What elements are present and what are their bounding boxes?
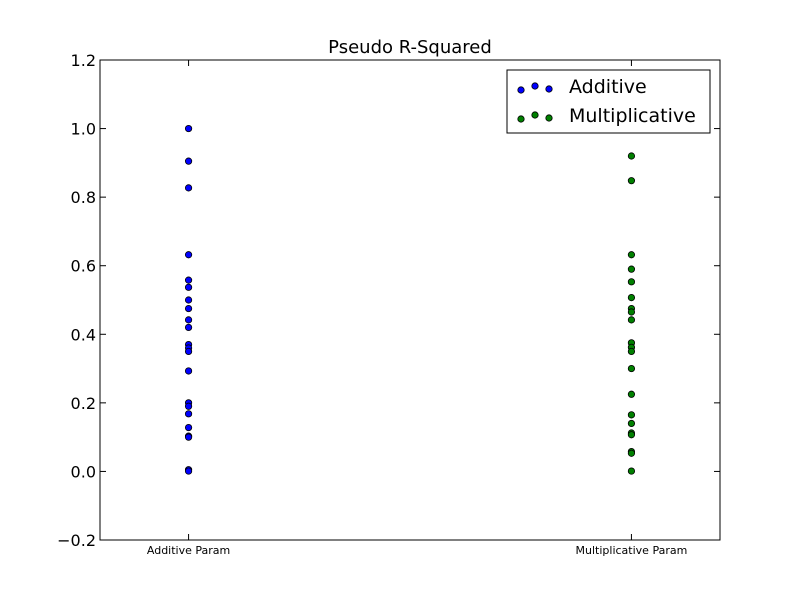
- legend-marker-multiplicative: [517, 115, 525, 123]
- data-point-multiplicative-19: [627, 449, 636, 457]
- data-point-multiplicative-5: [627, 293, 636, 302]
- data-point-additive-19: [184, 433, 193, 441]
- legend-label-multiplicative: Multiplicative: [569, 105, 696, 127]
- data-point-additive-21: [184, 467, 193, 475]
- data-point-multiplicative-3: [627, 265, 636, 273]
- data-point-multiplicative-14: [627, 411, 636, 419]
- data-point-additive-3: [184, 251, 193, 259]
- data-point-additive-13: [184, 367, 193, 375]
- data-point-additive-4: [184, 276, 193, 284]
- data-point-multiplicative-0: [627, 152, 636, 160]
- xtick-label: Additive Param: [147, 544, 230, 557]
- xtick-label: Multiplicative Param: [576, 544, 688, 557]
- data-point-additive-16: [184, 410, 193, 418]
- data-point-additive-15: [184, 402, 193, 410]
- data-point-multiplicative-8: [627, 316, 636, 324]
- data-point-additive-1: [184, 157, 193, 165]
- ytick-label: 0.8: [71, 188, 96, 207]
- data-point-additive-0: [184, 124, 193, 133]
- ytick-label: 0.4: [71, 325, 96, 344]
- ytick-label: 1.0: [71, 120, 96, 139]
- data-point-multiplicative-2: [627, 251, 636, 259]
- data-point-additive-9: [184, 323, 193, 332]
- data-point-additive-17: [184, 423, 193, 432]
- legend-marker-additive: [517, 86, 525, 94]
- chart-title: Pseudo R-Squared: [328, 37, 492, 58]
- ytick-label: 0.0: [71, 462, 96, 481]
- legend-marker-additive: [545, 85, 553, 93]
- legend-label-additive: Additive: [569, 76, 647, 98]
- data-point-multiplicative-12: [627, 364, 636, 373]
- data-point-multiplicative-7: [627, 308, 636, 316]
- data-point-additive-7: [184, 304, 193, 313]
- data-point-additive-5: [184, 283, 193, 291]
- data-point-multiplicative-15: [627, 419, 636, 428]
- ytick-label: −0.2: [57, 531, 96, 550]
- data-point-multiplicative-20: [627, 467, 636, 475]
- data-point-multiplicative-1: [627, 177, 636, 185]
- data-point-additive-6: [184, 296, 193, 304]
- ytick-label: 0.6: [71, 257, 96, 276]
- data-point-multiplicative-4: [627, 278, 636, 286]
- legend-box: [506, 69, 711, 134]
- legend-marker-multiplicative: [545, 114, 553, 122]
- data-point-additive-12: [184, 347, 193, 356]
- data-point-additive-8: [184, 316, 193, 324]
- plot-frame: [99, 59, 721, 541]
- data-point-multiplicative-11: [627, 347, 636, 356]
- data-point-additive-2: [184, 184, 193, 192]
- data-point-multiplicative-17: [627, 431, 636, 439]
- ytick-label: 0.2: [71, 394, 96, 413]
- legend-marker-multiplicative: [531, 111, 539, 119]
- data-point-multiplicative-13: [627, 390, 636, 398]
- legend-marker-additive: [531, 82, 539, 90]
- ytick-label: 1.2: [71, 51, 96, 70]
